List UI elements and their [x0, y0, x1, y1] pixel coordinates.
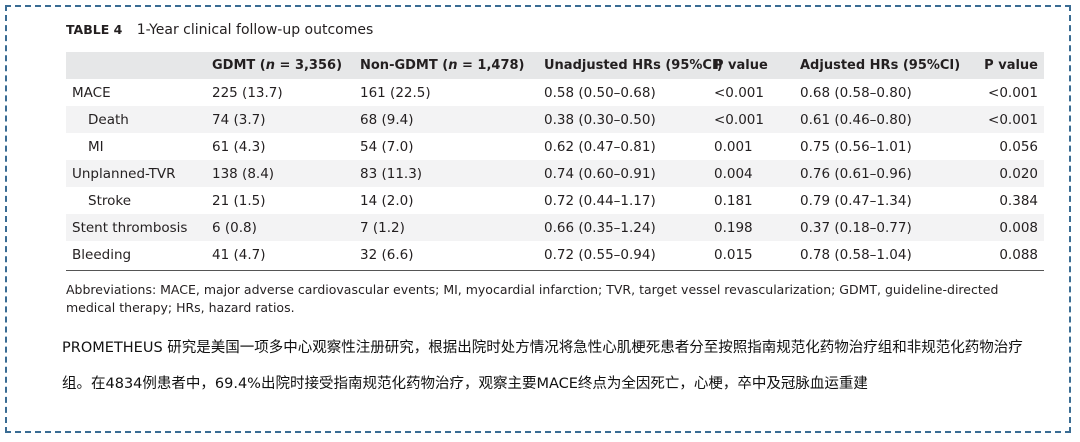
table-row: Death 74 (3.7) 68 (9.4) 0.38 (0.30–0.50) <0.… [66, 106, 1044, 133]
cell-p-value-2: <0.001 [988, 111, 1038, 128]
cell-gdmt: 41 (4.7) [212, 246, 266, 263]
cell-gdmt: 6 (0.8) [212, 219, 257, 236]
header-outcome [66, 52, 206, 79]
cell-p-value-2: <0.001 [988, 84, 1038, 101]
table-row: Stent thrombosis 6 (0.8) 7 (1.2) 0.66 (0.35… [66, 214, 1044, 241]
cell-p-value-1: 0.015 [714, 246, 753, 263]
cell-outcome: Stent thrombosis [72, 219, 188, 236]
cell-gdmt: 138 (8.4) [212, 165, 275, 182]
cell-unadjusted-hr: 0.72 (0.44–1.17) [544, 192, 656, 209]
cell-non-gdmt: 68 (9.4) [360, 111, 414, 128]
cell-non-gdmt: 32 (6.6) [360, 246, 414, 263]
cell-adjusted-hr: 0.75 (0.56–1.01) [800, 138, 912, 155]
cell-non-gdmt: 83 (11.3) [360, 165, 423, 182]
cell-p-value-2: 0.384 [999, 192, 1038, 209]
cell-unadjusted-hr: 0.66 (0.35–1.24) [544, 219, 656, 236]
abbreviations-footnote: Abbreviations: MACE, major adverse cardi… [66, 282, 999, 315]
cell-p-value-1: 0.004 [714, 165, 753, 182]
table-row: Stroke 21 (1.5) 14 (2.0) 0.72 (0.44–1.17) 0.… [66, 187, 1044, 214]
cell-gdmt: 225 (13.7) [212, 84, 283, 101]
header-non-gdmt: Non-GDMT (n = 1,478) [360, 58, 525, 73]
header-p-value-2: P value [984, 58, 1038, 73]
dashed-frame [5, 5, 1071, 433]
cell-adjusted-hr: 0.61 (0.46–0.80) [800, 111, 912, 128]
cell-unadjusted-hr: 0.38 (0.30–0.50) [544, 111, 656, 128]
cell-p-value-2: 0.056 [999, 138, 1038, 155]
chinese-description: PROMETHEUS 研究是美国一项多中心观察性注册研究，根据出院时处方情况将急… [62, 340, 1023, 392]
cell-non-gdmt: 161 (22.5) [360, 84, 431, 101]
cell-adjusted-hr: 0.76 (0.61–0.96) [800, 165, 912, 182]
cell-unadjusted-hr: 0.62 (0.47–0.81) [544, 138, 656, 155]
cell-gdmt: 61 (4.3) [212, 138, 266, 155]
header-unadjusted-hr: Unadjusted HRs (95%CI) [544, 58, 723, 73]
cell-p-value-1: <0.001 [714, 84, 764, 101]
outcomes-table: GDMT (n = 3,356) Non-GDMT (n = 1,478) Un… [66, 52, 1044, 268]
cell-p-value-1: 0.001 [714, 138, 753, 155]
table-row: Unplanned-TVR 138 (8.4) 83 (11.3) 0.74 (0.6… [66, 160, 1044, 187]
cell-non-gdmt: 7 (1.2) [360, 219, 405, 236]
table-bottom-rule [66, 270, 1044, 271]
cell-adjusted-hr: 0.68 (0.58–0.80) [800, 84, 912, 101]
cell-gdmt: 74 (3.7) [212, 111, 266, 128]
cell-adjusted-hr: 0.37 (0.18–0.77) [800, 219, 912, 236]
header-gdmt: GDMT (n = 3,356) [212, 58, 343, 73]
cell-unadjusted-hr: 0.74 (0.60–0.91) [544, 165, 656, 182]
cell-p-value-1: 0.181 [714, 192, 753, 209]
cell-non-gdmt: 54 (7.0) [360, 138, 414, 155]
cell-p-value-1: <0.001 [714, 111, 764, 128]
cell-outcome: Stroke [88, 192, 132, 209]
table-body: MACE 225 (13.7) 161 (22.5) 0.58 (0.50–0.68)… [66, 79, 1044, 268]
cell-unadjusted-hr: 0.58 (0.50–0.68) [544, 84, 656, 101]
table-label: TABLE 4 [66, 22, 123, 37]
header-adjusted-hr: Adjusted HRs (95%CI) [800, 58, 961, 73]
table-title: 1-Year clinical follow-up outcomes [136, 22, 374, 38]
table-row: MACE 225 (13.7) 161 (22.5) 0.58 (0.50–0.68)… [66, 79, 1044, 106]
cell-non-gdmt: 14 (2.0) [360, 192, 414, 209]
cell-adjusted-hr: 0.79 (0.47–1.34) [800, 192, 912, 209]
cell-outcome: MACE [72, 84, 111, 101]
table-row: Bleeding 41 (4.7) 32 (6.6) 0.72 (0.55–0.94)… [66, 241, 1044, 268]
cell-p-value-2: 0.008 [999, 219, 1038, 236]
header-p-value-1: P value [714, 58, 768, 73]
cell-adjusted-hr: 0.78 (0.58–1.04) [800, 246, 912, 263]
table-caption: TABLE 4 1-Year clinical follow-up outcom… [66, 22, 373, 38]
cell-p-value-2: 0.020 [999, 165, 1038, 182]
table-header-row: GDMT (n = 3,356) Non-GDMT (n = 1,478) Un… [66, 52, 1044, 79]
table-row: MI 61 (4.3) 54 (7.0) 0.62 (0.47–0.81) 0.001 0… [66, 133, 1044, 160]
cell-gdmt: 21 (1.5) [212, 192, 266, 209]
cell-outcome: MI [88, 138, 104, 155]
cell-outcome: Unplanned-TVR [72, 165, 176, 182]
cell-p-value-1: 0.198 [714, 219, 753, 236]
cell-unadjusted-hr: 0.72 (0.55–0.94) [544, 246, 656, 263]
cell-p-value-2: 0.088 [999, 246, 1038, 263]
cell-outcome: Death [88, 111, 129, 128]
cell-outcome: Bleeding [72, 246, 132, 263]
